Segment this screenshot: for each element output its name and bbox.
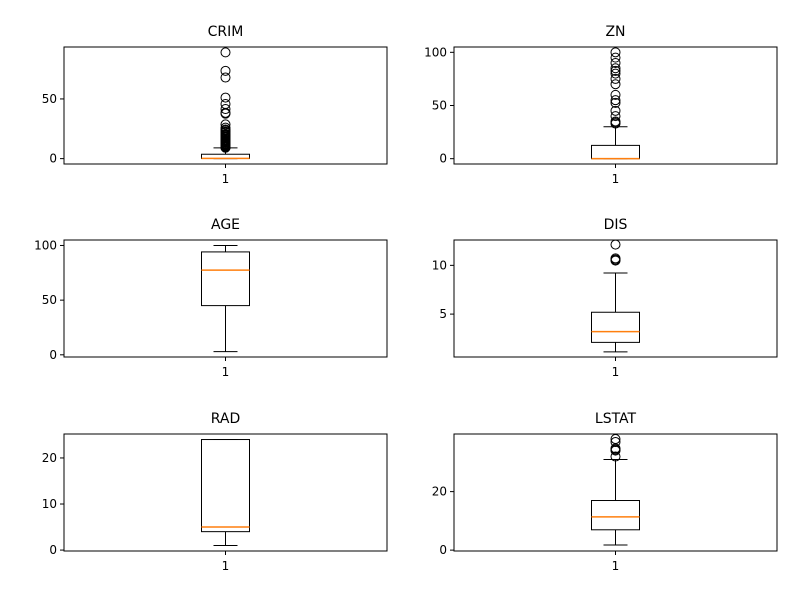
outlier-point xyxy=(610,111,621,122)
y-tick-label: 100 xyxy=(424,45,447,59)
outlier-point xyxy=(220,72,231,83)
outlier-point xyxy=(220,108,231,119)
iqr-box xyxy=(591,500,640,531)
subplot-title: AGE xyxy=(211,217,240,233)
y-tick-label: 50 xyxy=(432,99,447,113)
y-tick-label: 50 xyxy=(42,293,57,307)
y-tick-label: 0 xyxy=(439,543,447,557)
y-tick-label: 0 xyxy=(49,543,57,557)
x-tick-label: 1 xyxy=(612,365,620,379)
outlier-point xyxy=(610,73,621,84)
outlier-point xyxy=(610,255,621,266)
subplot-title: CRIM xyxy=(208,24,244,40)
outlier-point xyxy=(220,65,231,76)
outlier-point xyxy=(610,47,621,58)
y-tick-label: 0 xyxy=(49,152,57,166)
iqr-box xyxy=(201,439,250,533)
outlier-point xyxy=(610,65,621,76)
outlier-point xyxy=(610,105,621,116)
y-tick-label: 0 xyxy=(439,152,447,166)
iqr-box xyxy=(591,311,640,343)
iqr-box xyxy=(201,251,250,307)
y-tick-label: 20 xyxy=(432,485,447,499)
outlier-point xyxy=(220,92,231,103)
x-tick-label: 1 xyxy=(612,172,620,186)
axes-frame xyxy=(453,46,778,165)
subplot-title: ZN xyxy=(605,24,625,40)
subplot-dis: DIS 5 10 1 xyxy=(432,217,778,379)
outlier-point xyxy=(610,445,621,456)
subplot-title: RAD xyxy=(211,411,241,427)
y-tick-label: 10 xyxy=(432,258,447,272)
subplot-crim: CRIM 0 50 1 xyxy=(42,24,388,186)
outlier-point xyxy=(220,142,231,153)
y-tick-label: 5 xyxy=(439,307,447,321)
subplot-age: AGE 0 50 100 1 xyxy=(34,217,388,379)
outlier-point xyxy=(610,79,621,90)
outlier-point xyxy=(610,239,621,250)
outlier-point xyxy=(610,68,621,79)
y-tick-label: 20 xyxy=(42,451,57,465)
outlier-point xyxy=(610,95,621,106)
subplot-title: LSTAT xyxy=(595,411,637,427)
outlier-point xyxy=(610,52,621,63)
y-tick-label: 100 xyxy=(34,238,57,252)
y-tick-label: 10 xyxy=(42,497,57,511)
outlier-point xyxy=(610,118,621,129)
x-tick-label: 1 xyxy=(222,365,230,379)
subplot-title: DIS xyxy=(604,217,628,233)
x-tick-label: 1 xyxy=(612,559,620,573)
outlier-point xyxy=(610,89,621,100)
subplot-rad: RAD 0 10 20 1 xyxy=(42,411,388,573)
outlier-point xyxy=(610,451,621,462)
outlier-point xyxy=(610,57,621,68)
y-tick-label: 0 xyxy=(49,348,57,362)
outlier-point xyxy=(610,63,621,74)
outlier-point xyxy=(220,47,231,58)
x-tick-label: 1 xyxy=(222,559,230,573)
y-tick-label: 50 xyxy=(42,92,57,106)
subplot-zn: ZN 0 50 100 1 xyxy=(424,24,778,186)
outlier-point xyxy=(220,104,231,115)
subplot-lstat: LSTAT 0 20 1 xyxy=(432,411,778,573)
outlier-point xyxy=(610,97,621,108)
x-tick-label: 1 xyxy=(222,172,230,186)
